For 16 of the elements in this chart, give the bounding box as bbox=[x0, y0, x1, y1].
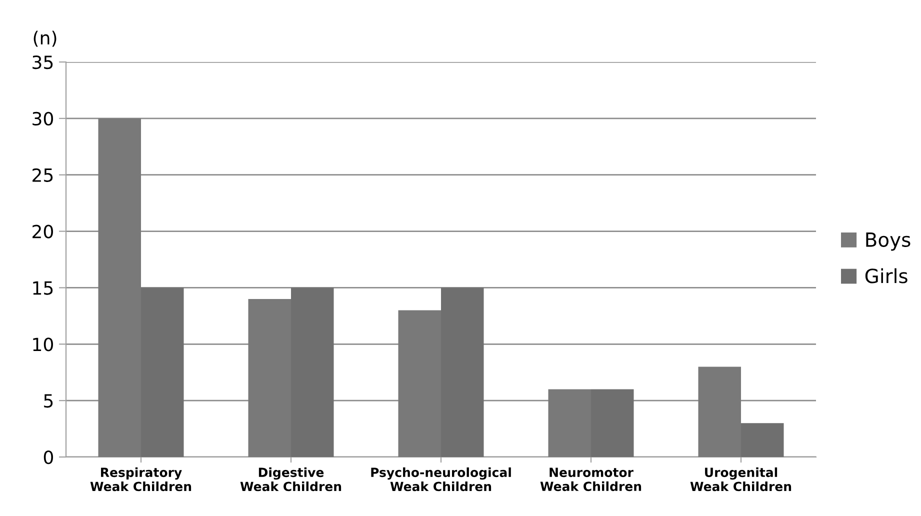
x-tick-label: Neuromotor Weak Children bbox=[540, 468, 642, 492]
x-tick-label: Psycho-neurological Weak Children bbox=[371, 467, 511, 492]
x-tick-label: Respiratory Weak Children bbox=[90, 467, 192, 492]
legend-label: Boys bbox=[866, 232, 910, 251]
x-tick-label: Urogenital Weak Children bbox=[690, 467, 792, 492]
legend-label: Girls bbox=[865, 268, 908, 284]
y-tick-label: 15 bbox=[33, 281, 53, 295]
y-tick-label: 30 bbox=[32, 112, 53, 126]
y-tick-label: 25 bbox=[32, 168, 53, 182]
y-axis-title: (n) bbox=[34, 30, 56, 47]
y-tick-label: 35 bbox=[32, 55, 53, 70]
y-tick-label: 20 bbox=[32, 224, 53, 238]
x-tick-label: Digestive Weak Children bbox=[240, 467, 342, 492]
y-tick-label: 5 bbox=[44, 394, 53, 408]
y-tick-label: 10 bbox=[33, 338, 53, 352]
y-tick-label: 0 bbox=[44, 450, 53, 464]
